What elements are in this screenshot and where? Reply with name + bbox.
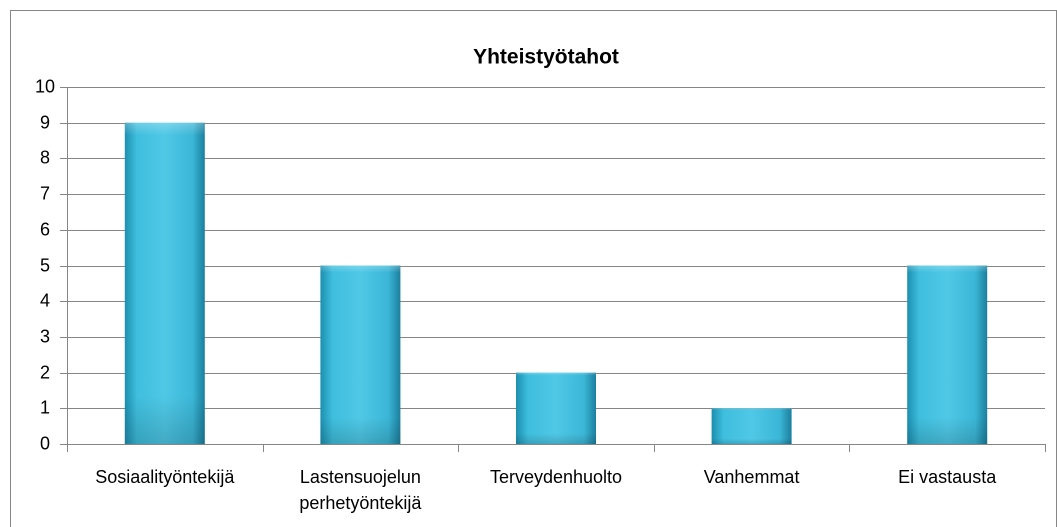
y-tick-label: 0 [40, 433, 50, 453]
y-tick-label: 10 [35, 76, 55, 96]
x-tick-label: Lastensuojelun perhetyöntekijä [299, 467, 422, 513]
y-tick-label: 2 [40, 362, 50, 382]
y-tick-label: 1 [40, 397, 50, 417]
bar [711, 408, 792, 444]
bar [907, 265, 988, 444]
x-tick-label: Sosiaalityöntekijä [95, 467, 235, 487]
x-tick-label: Ei vastausta [898, 467, 997, 487]
chart-title: Yhteistyötahot [473, 46, 619, 69]
x-tick-label: Vanhemmat [704, 467, 800, 487]
y-tick-label: 9 [40, 112, 50, 132]
y-tick-label: 5 [40, 255, 50, 275]
bar [320, 265, 401, 444]
y-tick-label: 6 [40, 219, 50, 239]
y-tick-label: 8 [40, 147, 50, 167]
y-tick-label: 7 [40, 183, 50, 203]
bar [516, 372, 596, 444]
y-tick-label: 3 [40, 326, 50, 346]
x-tick-label: Terveydenhuolto [490, 467, 622, 487]
bar [124, 122, 205, 444]
y-tick-label: 4 [40, 290, 50, 310]
